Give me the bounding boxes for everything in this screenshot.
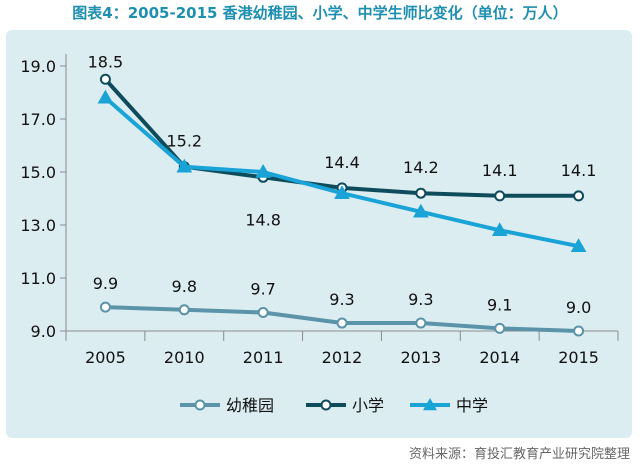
y-tick-label: 11.0: [20, 269, 56, 288]
data-point-2: [176, 158, 193, 173]
data-label-primary: 14.8: [245, 210, 281, 229]
x-tick-label: 2015: [558, 348, 599, 367]
data-point-0: [178, 304, 190, 316]
data-point-0: [573, 325, 585, 337]
data-point-2: [412, 203, 429, 218]
legend-label-2: 中学: [456, 396, 488, 415]
data-label-primary: 15.2: [166, 132, 202, 151]
x-tick-label: 2011: [243, 348, 284, 367]
legend-marker-0: [194, 399, 206, 411]
data-point-2: [570, 238, 587, 252]
data-label-kindergarten: 9.9: [93, 274, 118, 293]
x-tick-label: 2010: [164, 348, 205, 367]
data-point-0: [99, 301, 111, 313]
y-tick-label: 17.0: [20, 110, 56, 129]
data-label-kindergarten: 9.3: [408, 290, 433, 309]
data-label-kindergarten: 9.8: [172, 277, 197, 296]
data-label-primary: 14.2: [403, 158, 439, 177]
data-point-1: [494, 190, 506, 202]
data-point-2: [255, 163, 272, 178]
data-point-0: [415, 317, 427, 329]
line-chart: 9.0 11.0 13.0 15.0 17.0 19.0 2005 2010 2011 2012 2…: [20, 52, 619, 415]
x-tick-label: 2013: [400, 348, 441, 367]
x-tick-label: 2014: [479, 348, 520, 367]
x-tick-label: 2012: [322, 348, 363, 367]
data-point-0: [494, 322, 506, 334]
data-point-0: [336, 317, 348, 329]
y-tick-label: 13.0: [20, 216, 56, 235]
data-label-kindergarten: 9.7: [250, 279, 275, 298]
data-point-1: [573, 190, 585, 202]
data-label-primary: 14.4: [324, 153, 360, 172]
y-tick-label: 9.0: [31, 322, 56, 341]
y-tick-label: 15.0: [20, 163, 56, 182]
legend-label-0: 幼稚园: [226, 396, 274, 415]
x-tick-label: 2005: [85, 348, 126, 367]
data-point-2: [491, 222, 508, 237]
legend-marker-2: [423, 398, 437, 411]
data-point-2: [97, 89, 114, 104]
data-label-kindergarten: 9.0: [566, 298, 591, 317]
chart-title: 图表4：2005-2015 香港幼稚园、小学、中学生师比变化（单位：万人）: [72, 4, 568, 22]
legend-marker-1: [320, 399, 332, 411]
data-point-1: [99, 73, 111, 85]
data-label-kindergarten: 9.1: [487, 295, 512, 314]
y-tick-label: 19.0: [20, 57, 56, 76]
data-label-primary: 14.1: [482, 161, 518, 180]
source-note: 资料来源：育投汇教育产业研究院整理: [408, 447, 630, 462]
data-point-2: [334, 185, 350, 199]
data-point-1: [415, 187, 427, 199]
data-label-kindergarten: 9.3: [329, 290, 354, 309]
data-point-0: [257, 306, 269, 318]
legend-label-1: 小学: [352, 396, 384, 415]
data-label-primary: 14.1: [561, 161, 597, 180]
data-label-primary: 18.5: [88, 52, 124, 71]
